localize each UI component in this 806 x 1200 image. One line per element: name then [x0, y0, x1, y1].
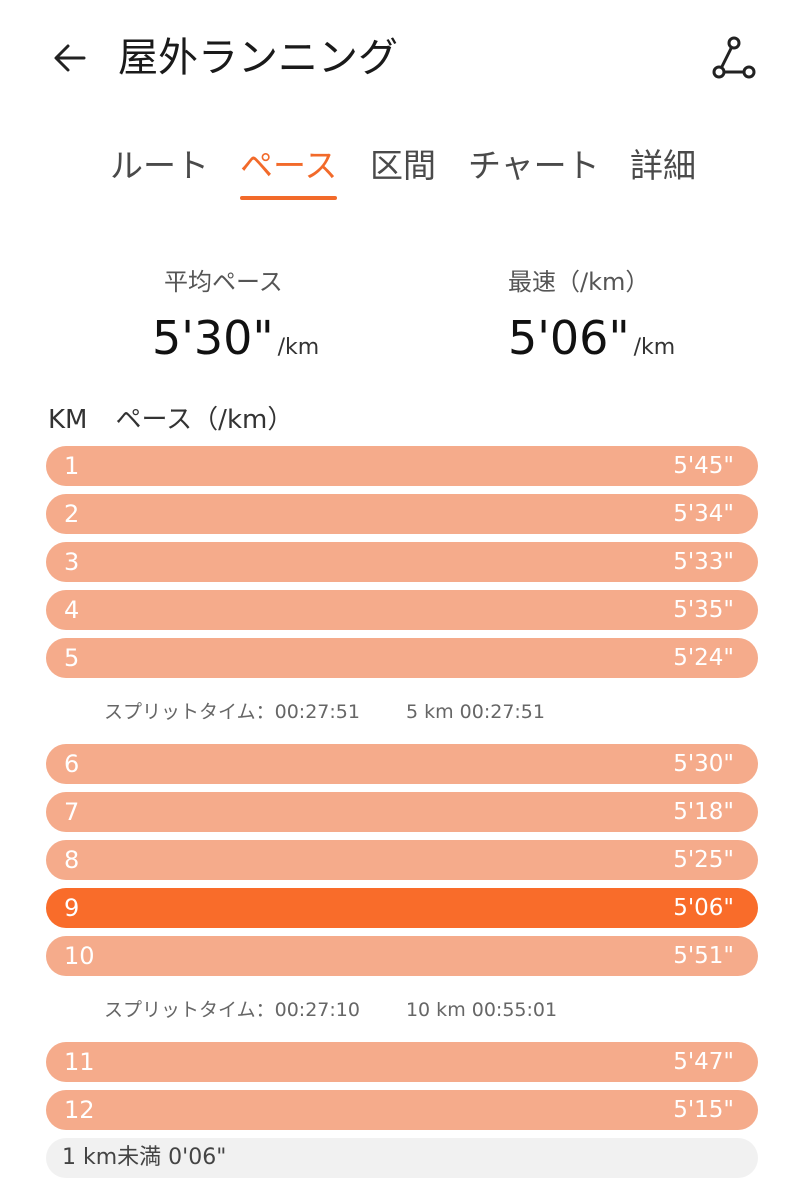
km-label: 6: [64, 750, 80, 778]
route-share-button[interactable]: [706, 32, 762, 84]
pace-row: 1 5'45": [46, 446, 758, 486]
pace-row: 6 5'30": [46, 744, 758, 784]
pace-row: 11 5'47": [46, 1042, 758, 1082]
pace-split-list: 1 5'45" 2 5'34" 3 5'33" 4 5'35" 5 5'24" スプリットタイム：0…: [46, 446, 758, 1178]
share-nodes-icon: [712, 36, 756, 79]
avg-pace-stat: 平均ペース 5'30"/km: [152, 262, 412, 378]
pace-column-header: ペース（/km）: [115, 405, 294, 435]
km-label: 9: [64, 894, 80, 922]
pace-value: 5'51": [673, 943, 734, 969]
page-title: 屋外ランニング: [118, 35, 398, 81]
back-button[interactable]: [44, 32, 96, 84]
pace-bar: [46, 590, 758, 630]
pace-value: 5'34": [673, 501, 734, 527]
fastest-pace-label: 最速（/km）: [508, 268, 650, 296]
avg-pace-value: 5'30"/km: [152, 311, 320, 365]
fastest-pace-stat: 最速（/km） 5'06"/km: [508, 262, 768, 378]
remainder-row: 1 km未満 0'06": [46, 1138, 758, 1178]
tab-section[interactable]: 区間: [370, 146, 436, 185]
pace-value: 5'18": [673, 799, 734, 825]
split-total-label: 5 km 00:27:51: [405, 701, 545, 723]
app-header: 屋外ランニング: [0, 0, 806, 118]
pace-row: 10 5'51": [46, 936, 758, 976]
tab-chart[interactable]: チャート: [468, 146, 600, 185]
pace-bar-fastest: [46, 888, 758, 928]
pace-value: 5'33": [673, 549, 734, 575]
km-column-header: KM: [48, 405, 88, 435]
pace-bar: [46, 840, 758, 880]
split-summary: スプリットタイム：00:27:51 5 km 00:27:51: [46, 686, 758, 738]
pace-bar: [46, 1090, 758, 1130]
km-label: 1: [64, 452, 80, 480]
pace-value: 5'15": [673, 1097, 734, 1123]
pace-value: 5'35": [673, 597, 734, 623]
tab-bar: ルート ペース 区間 チャート 詳細: [0, 140, 806, 206]
km-label: 12: [64, 1096, 95, 1124]
tab-active-indicator: [240, 196, 338, 200]
pace-bar: [46, 494, 758, 534]
split-total-label: 10 km 00:55:01: [405, 999, 558, 1021]
pace-row: 5 5'24": [46, 638, 758, 678]
split-time-label: スプリットタイム：00:27:10: [104, 999, 360, 1021]
pace-value: 5'25": [673, 847, 734, 873]
remainder-label: 1 km未満 0'06": [62, 1145, 227, 1170]
pace-bar: [46, 638, 758, 678]
pace-bar: [46, 446, 758, 486]
pace-row: 8 5'25": [46, 840, 758, 880]
tab-route[interactable]: ルート: [110, 146, 209, 185]
pace-row: 12 5'15": [46, 1090, 758, 1130]
pace-list-header: KM ペース（/km）: [48, 398, 293, 442]
pace-row: 2 5'34": [46, 494, 758, 534]
pace-value: 5'24": [673, 645, 734, 671]
km-label: 2: [64, 500, 80, 528]
split-time-label: スプリットタイム：00:27:51: [104, 701, 360, 723]
avg-pace-label: 平均ペース: [164, 268, 283, 296]
pace-bar: [46, 792, 758, 832]
split-summary: スプリットタイム：00:27:10 10 km 00:55:01: [46, 984, 758, 1036]
pace-row: 9 5'06": [46, 888, 758, 928]
tab-pace[interactable]: ペース: [240, 140, 338, 200]
pace-value: 5'06": [673, 895, 734, 921]
pace-row: 3 5'33": [46, 542, 758, 582]
km-label: 10: [64, 942, 95, 970]
km-label: 11: [64, 1048, 95, 1076]
km-label: 5: [64, 644, 80, 672]
pace-value: 5'45": [673, 453, 734, 479]
pace-row: 7 5'18": [46, 792, 758, 832]
km-label: 8: [64, 846, 80, 874]
pace-value: 5'30": [673, 751, 734, 777]
tab-details[interactable]: 詳細: [630, 146, 696, 185]
pace-bar: [46, 1042, 758, 1082]
pace-bar: [46, 936, 758, 976]
fastest-pace-value: 5'06"/km: [508, 311, 676, 365]
arrow-left-icon: [54, 44, 86, 72]
pace-value: 5'47": [673, 1049, 734, 1075]
km-label: 3: [64, 548, 80, 576]
pace-bar: [46, 744, 758, 784]
km-label: 7: [64, 798, 80, 826]
km-label: 4: [64, 596, 80, 624]
pace-bar: [46, 542, 758, 582]
pace-row: 4 5'35": [46, 590, 758, 630]
